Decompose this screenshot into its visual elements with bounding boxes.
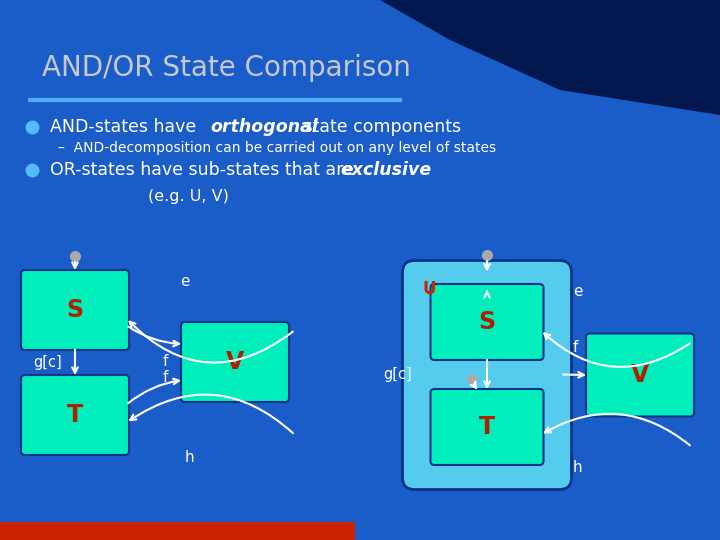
- Text: h: h: [573, 460, 582, 475]
- Text: (e.g. U, V): (e.g. U, V): [148, 188, 229, 204]
- Text: e: e: [573, 285, 582, 300]
- Text: T: T: [67, 403, 83, 427]
- FancyBboxPatch shape: [21, 270, 129, 350]
- FancyBboxPatch shape: [21, 375, 129, 455]
- Text: exclusive: exclusive: [340, 161, 431, 179]
- Text: S: S: [66, 298, 84, 322]
- FancyBboxPatch shape: [402, 260, 572, 489]
- Text: S: S: [478, 310, 495, 334]
- Text: state components: state components: [298, 118, 461, 136]
- Text: e: e: [180, 274, 189, 289]
- Text: AND/OR State Comparison: AND/OR State Comparison: [42, 54, 411, 82]
- Text: orthogonal: orthogonal: [210, 118, 318, 136]
- Text: f: f: [163, 354, 168, 369]
- Text: g[c]: g[c]: [33, 355, 62, 370]
- Bar: [0, 522, 355, 540]
- FancyBboxPatch shape: [431, 389, 544, 465]
- Text: g[c]: g[c]: [384, 367, 413, 382]
- Text: V: V: [631, 363, 649, 387]
- Text: T: T: [479, 415, 495, 439]
- Text: h: h: [185, 449, 194, 464]
- Text: AND-states have: AND-states have: [50, 118, 202, 136]
- Text: U: U: [423, 280, 436, 298]
- FancyBboxPatch shape: [431, 284, 544, 360]
- Text: OR-states have sub-states that are: OR-states have sub-states that are: [50, 161, 359, 179]
- Text: f: f: [163, 369, 168, 384]
- FancyBboxPatch shape: [586, 334, 694, 416]
- Polygon shape: [380, 0, 720, 115]
- FancyBboxPatch shape: [181, 322, 289, 402]
- Text: f: f: [573, 340, 578, 354]
- Text: V: V: [226, 350, 244, 374]
- Text: –  AND-decomposition can be carried out on any level of states: – AND-decomposition can be carried out o…: [58, 141, 496, 155]
